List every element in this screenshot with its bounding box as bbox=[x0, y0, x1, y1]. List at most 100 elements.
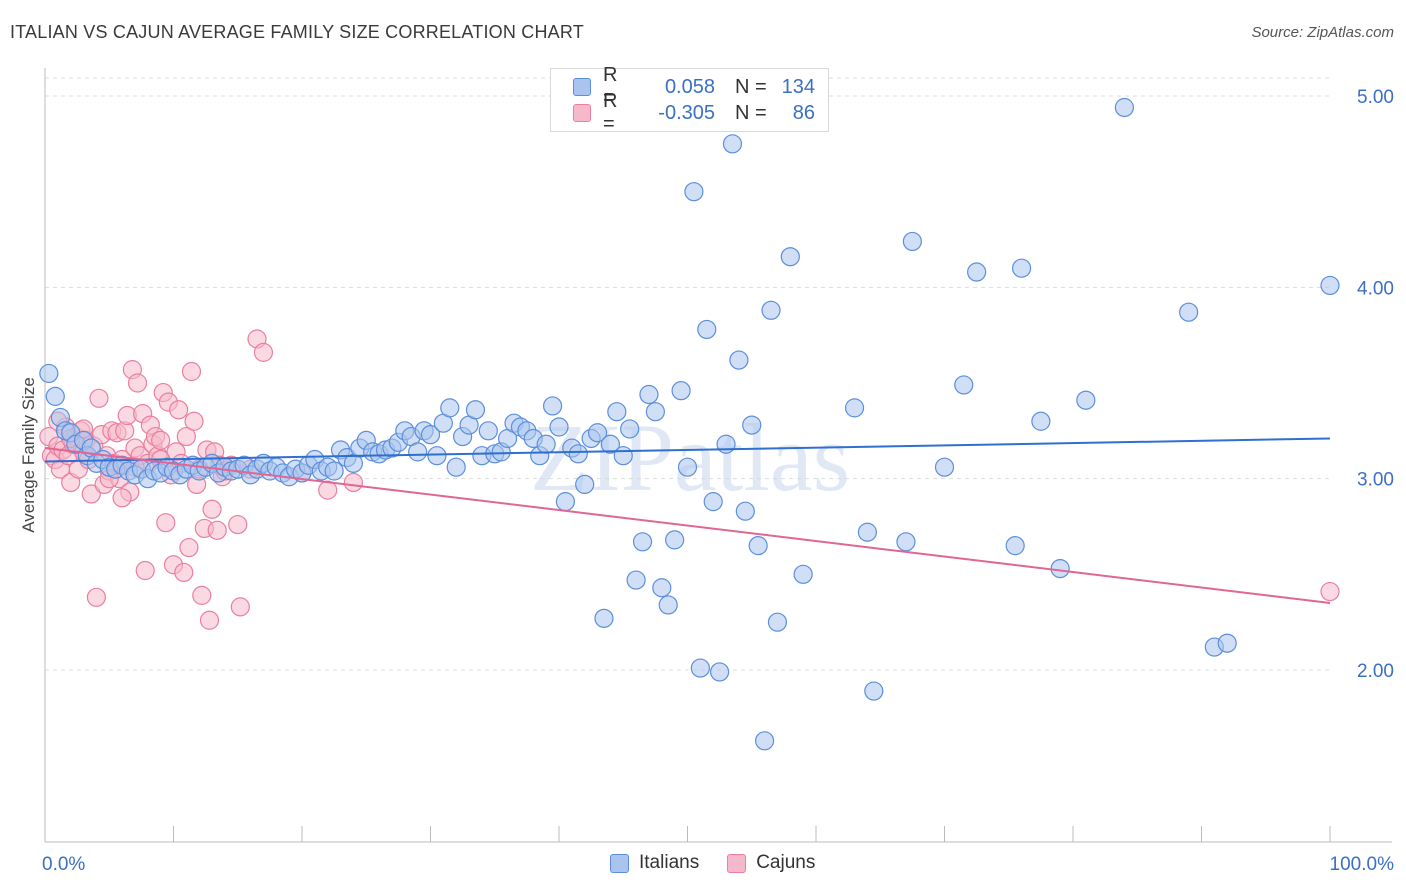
cajuns-point bbox=[156, 513, 176, 533]
italians-point bbox=[748, 536, 768, 556]
cajuns-point bbox=[184, 411, 204, 431]
cajuns-swatch bbox=[573, 104, 591, 122]
italians-point bbox=[1114, 97, 1135, 118]
r-label: R = bbox=[603, 64, 618, 109]
y-axis-label: Average Family Size bbox=[19, 377, 38, 533]
cajuns-trend-line bbox=[44, 447, 1331, 605]
cajuns-point bbox=[253, 342, 274, 362]
italians-point bbox=[587, 423, 608, 443]
x-tick-label-min: 0.0% bbox=[42, 854, 85, 875]
italians-point bbox=[735, 501, 755, 521]
n-value: 134 bbox=[781, 75, 815, 98]
italians-point bbox=[793, 564, 813, 584]
legend-item-italians: Italians bbox=[610, 852, 699, 874]
italians-point bbox=[626, 570, 646, 590]
cajuns-point bbox=[228, 514, 248, 535]
italians-point bbox=[324, 461, 344, 481]
tick-labels: 2.00 3.00 4.00 5.00 0.0% 100.0% bbox=[42, 87, 1394, 875]
italians-point bbox=[594, 608, 614, 628]
italians-legend-swatch bbox=[610, 853, 629, 873]
italians-point bbox=[478, 421, 498, 441]
italians-point bbox=[39, 363, 59, 384]
italians-point bbox=[857, 522, 878, 542]
legend-row-italians: R = 0.058 N = 134 bbox=[573, 64, 815, 109]
cajuns-legend-label: Cajuns bbox=[756, 852, 816, 873]
italians-point bbox=[934, 457, 955, 477]
y-tick-label: 3.00 bbox=[1357, 470, 1394, 491]
italians-point bbox=[549, 417, 569, 437]
italians-point bbox=[613, 446, 633, 466]
n-value: 86 bbox=[792, 101, 815, 124]
italians-point bbox=[677, 457, 698, 477]
italians-point bbox=[600, 434, 621, 454]
r-value: 0.058 bbox=[664, 75, 715, 98]
italians-point bbox=[652, 578, 672, 598]
italians-point bbox=[645, 402, 665, 422]
source-label: Source: ZipAtlas.com bbox=[1251, 24, 1394, 41]
cajuns-point bbox=[343, 472, 363, 493]
correlation-legend: R = 0.058 N = 134 R = -0.305 N = 86 bbox=[550, 64, 829, 135]
cajuns-point bbox=[174, 562, 194, 583]
italians-point bbox=[896, 532, 916, 552]
italians-point bbox=[427, 446, 447, 466]
cajuns-point bbox=[127, 373, 148, 393]
r-value: -0.305 bbox=[658, 101, 715, 124]
cajuns-point bbox=[176, 426, 196, 447]
italians-point bbox=[671, 381, 691, 401]
cajuns-point bbox=[230, 597, 250, 617]
italians-point bbox=[902, 231, 922, 252]
cajuns-point bbox=[1320, 581, 1340, 602]
italians-point bbox=[954, 375, 974, 395]
italians-point bbox=[844, 398, 865, 418]
series-legend: Italians Cajuns bbox=[610, 852, 843, 874]
italians-swatch bbox=[573, 78, 591, 96]
italians-point bbox=[1011, 258, 1032, 278]
italians-point bbox=[568, 444, 588, 464]
y-tick-label: 2.00 bbox=[1357, 661, 1394, 682]
legend-row-cajuns: R = -0.305 N = 86 bbox=[573, 90, 815, 135]
italians-point bbox=[1076, 390, 1096, 410]
italians-point bbox=[446, 457, 466, 477]
cajuns-point bbox=[192, 585, 212, 605]
italians-point bbox=[864, 681, 884, 701]
italians-point bbox=[1179, 302, 1199, 322]
r-label: R = bbox=[603, 90, 618, 135]
chart-title: ITALIAN VS CAJUN AVERAGE FAMILY SIZE COR… bbox=[10, 22, 584, 42]
italians-point bbox=[754, 731, 775, 751]
legend-item-cajuns: Cajuns bbox=[727, 852, 815, 874]
italians-point bbox=[722, 134, 743, 154]
italians-point bbox=[780, 247, 800, 267]
italians-point bbox=[703, 492, 723, 512]
italians-point bbox=[690, 658, 710, 678]
grid-layer bbox=[45, 77, 1330, 671]
italians-point bbox=[440, 398, 460, 418]
italians-point bbox=[408, 442, 428, 462]
cajuns-point bbox=[202, 499, 222, 519]
cajuns-point bbox=[89, 388, 109, 408]
italians-point bbox=[465, 400, 486, 420]
italians-point bbox=[1031, 411, 1051, 431]
italians-point bbox=[620, 419, 640, 439]
y-tick-label: 4.00 bbox=[1357, 278, 1394, 299]
italians-point bbox=[716, 434, 736, 454]
italians-series bbox=[39, 97, 1340, 751]
italians-point bbox=[1005, 536, 1025, 556]
italians-point bbox=[607, 402, 627, 422]
italians-point bbox=[632, 532, 653, 552]
italians-trend-line bbox=[44, 437, 1331, 463]
italians-point bbox=[761, 300, 781, 320]
cajuns-point bbox=[135, 560, 155, 581]
y-tick-label: 5.00 bbox=[1357, 87, 1394, 108]
italians-point bbox=[555, 492, 576, 512]
x-tick-label-max: 100.0% bbox=[1330, 854, 1395, 875]
italians-point bbox=[684, 182, 704, 202]
italians-point bbox=[1320, 275, 1340, 296]
cajuns-point bbox=[179, 537, 199, 558]
n-label: N = bbox=[735, 75, 767, 98]
italians-point bbox=[767, 612, 788, 632]
italians-point bbox=[639, 384, 659, 405]
italians-point bbox=[1217, 633, 1237, 653]
cajuns-point bbox=[207, 520, 227, 540]
italians-point bbox=[697, 319, 717, 340]
